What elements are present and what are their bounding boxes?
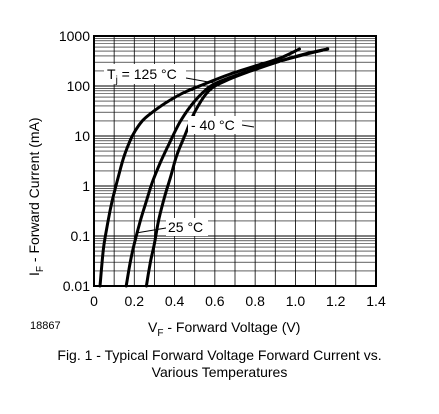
y-axis-label: IF - Forward Current (mA) <box>26 117 46 276</box>
annotation-leader-125 <box>185 77 215 84</box>
x-tick-label: 0.2 <box>125 293 145 309</box>
series-line <box>144 47 330 288</box>
y-tick-label: 100 <box>67 78 91 94</box>
y-tick-label: 0.1 <box>71 228 91 244</box>
annotation-bg-neg40 <box>188 116 242 134</box>
annotation-leader-neg40 <box>241 124 255 128</box>
series-line <box>124 47 330 288</box>
grid-lines <box>93 36 377 287</box>
series-line <box>98 47 301 288</box>
x-axis-label: VF - Forward Voltage (V) <box>148 319 300 339</box>
figure-id: 18867 <box>30 320 61 332</box>
y-tick-label: 1 <box>82 178 90 194</box>
y-tick-label: 10 <box>74 128 90 144</box>
y-tick-labels: 0.01 0.1 1 10 100 1000 <box>59 28 90 294</box>
annotation-leader-25 <box>135 227 167 234</box>
x-tick-label: 0 <box>90 293 98 309</box>
caption-line-1: Fig. 1 - Typical Forward Voltage Forward… <box>57 347 382 363</box>
annotation-25: 25 °C <box>168 219 203 235</box>
annotation-bg-25 <box>166 218 208 236</box>
y-tick-label: 1000 <box>59 28 90 44</box>
y-tick-label: 0.01 <box>63 278 90 294</box>
x-tick-labels: 0 0.2 0.4 0.6 0.8 1.0 1.2 1.4 <box>90 293 386 309</box>
x-tick-label: 1.0 <box>286 293 306 309</box>
x-tick-label: 0.4 <box>165 293 185 309</box>
annotation-bg-125 <box>104 64 186 84</box>
plot-frame <box>93 35 377 287</box>
x-tick-label: 1.4 <box>366 293 386 309</box>
annotation-tj-125: Tj = 125 °C <box>107 66 177 86</box>
x-tick-label: 0.8 <box>245 293 265 309</box>
annotation-neg40: - 40 °C <box>191 117 235 133</box>
caption-line-2: Various Temperatures <box>151 364 288 380</box>
x-tick-label: 1.2 <box>326 293 346 309</box>
x-tick-label: 0.6 <box>205 293 225 309</box>
